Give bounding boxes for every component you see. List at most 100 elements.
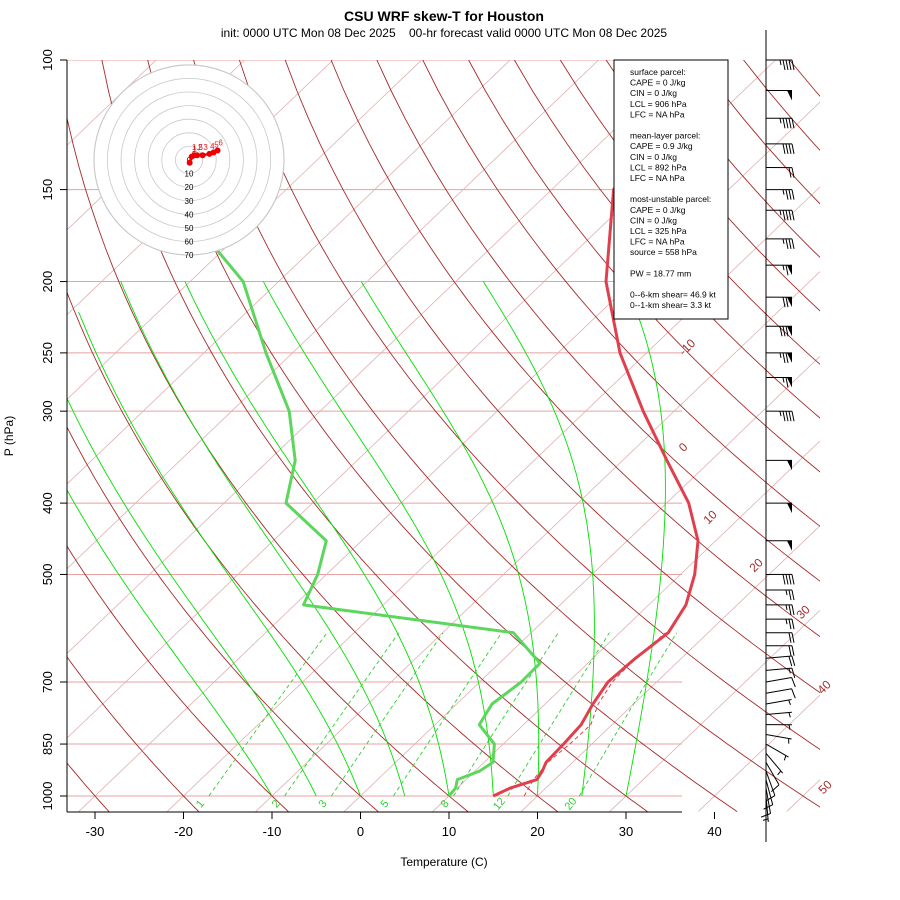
dry-adiabat-line <box>284 60 820 694</box>
wind-barb-flag <box>788 632 792 643</box>
wind-barb-half-flag <box>785 589 788 596</box>
wind-barb-flag <box>782 210 786 221</box>
moist-adiabat-line <box>67 489 273 797</box>
x-tick-label: 20 <box>530 824 544 839</box>
wind-barb-flag <box>785 210 789 221</box>
wind-barb-flag <box>788 411 792 422</box>
wind-barb-flag <box>788 604 792 616</box>
hodograph-point-label: 1 <box>192 145 197 154</box>
info-line: CIN = 0 J/kg <box>630 215 677 225</box>
dry-adiabat-line <box>238 60 820 751</box>
dry-adiabat-line <box>67 656 200 812</box>
isotherm-line <box>67 60 688 654</box>
wind-barb <box>765 573 795 585</box>
x-tick-label: 30 <box>619 824 633 839</box>
wind-barb <box>766 59 795 71</box>
moist-adiabat-line <box>67 397 317 797</box>
wind-barb-pennant <box>787 326 792 337</box>
isotherm-line <box>67 60 423 400</box>
y-tick-label: 200 <box>40 271 55 293</box>
x-tick-label: 40 <box>707 824 721 839</box>
isotherm-line <box>78 101 820 812</box>
mixing-ratio-line <box>453 632 559 797</box>
wind-barb-flag <box>788 589 792 601</box>
mixing-ratio-line <box>578 632 678 797</box>
wind-barb <box>765 89 793 101</box>
wind-barb-flag <box>791 688 796 699</box>
wind-barb-staff <box>765 688 792 694</box>
dry-adiabat-line <box>67 116 558 812</box>
hodograph-point-label: 2 <box>198 143 203 152</box>
y-tick-label: 400 <box>40 492 55 514</box>
wind-barb-flag <box>788 238 792 249</box>
isotherm-line <box>343 355 820 812</box>
moist-adiabat-line <box>184 281 450 797</box>
wind-barb <box>765 410 795 422</box>
wind-barb <box>765 589 795 601</box>
dry-adiabat-line <box>468 60 820 473</box>
hodograph-ring-label: 50 <box>185 224 194 233</box>
wind-barb <box>765 376 793 388</box>
wind-barb-half-flag <box>779 411 782 417</box>
wind-barb <box>765 618 795 630</box>
y-tick-label: 1000 <box>40 782 55 811</box>
wind-barb-flag <box>782 352 786 363</box>
wind-barb-flag <box>771 784 780 792</box>
wind-barb-staff <box>765 787 771 814</box>
dewpoint-trace <box>198 228 542 797</box>
wind-barb-flag <box>788 189 792 200</box>
wind-barb-half-flag <box>788 712 791 718</box>
wind-barb-flag <box>791 238 795 249</box>
x-tick-label: 10 <box>442 824 456 839</box>
wind-barb-flag <box>785 59 789 71</box>
isotherm-line <box>432 440 820 812</box>
wind-barb-flag <box>785 411 789 422</box>
dry-adiabat-line <box>330 60 820 638</box>
wind-barb <box>765 711 792 718</box>
info-line: LCL = 906 hPa <box>630 99 687 109</box>
hodograph-point-label: 5 <box>214 141 219 150</box>
hodograph-ring-label: 60 <box>185 238 194 247</box>
wind-barb <box>765 540 793 551</box>
dry-adiabat-line <box>193 60 820 808</box>
wind-barb-half-flag <box>782 377 785 383</box>
wind-barb-flag <box>791 143 795 154</box>
y-tick-label: 100 <box>40 49 55 71</box>
wind-barb-staff <box>765 770 776 796</box>
info-line: CAPE = 0 J/kg <box>630 78 686 88</box>
wind-barb-flag <box>788 619 792 630</box>
hodograph-ring <box>107 78 271 242</box>
wind-barb <box>765 667 796 679</box>
hodograph-ring <box>93 64 285 256</box>
wind-barb-pennant <box>787 352 792 363</box>
isotherm-line <box>255 271 820 812</box>
hodograph-ring-label: 70 <box>185 251 194 260</box>
wind-barb-staff <box>765 779 774 805</box>
hodograph-point-label: 6 <box>218 138 223 147</box>
info-line: source = 558 hPa <box>630 247 697 257</box>
mixing-ratio-line <box>331 632 444 797</box>
wind-barb-flag <box>791 667 796 679</box>
wind-barb-half-flag <box>782 238 785 244</box>
wind-barb-flag <box>785 189 789 200</box>
mixing-ratio-line <box>208 632 328 797</box>
info-line: LCL = 892 hPa <box>630 162 687 172</box>
isotherm-line <box>609 609 820 812</box>
wind-barb-flag <box>785 118 789 129</box>
hodograph-ring <box>120 91 258 229</box>
info-line: PW = 18.77 mm <box>630 268 691 278</box>
isotherm-line <box>67 60 511 485</box>
wind-barb-half-flag <box>779 59 782 66</box>
y-tick-label: 300 <box>40 400 55 422</box>
wind-barb-flag <box>785 143 789 154</box>
wind-barb-half-flag <box>779 352 782 358</box>
x-tick-label: -10 <box>263 824 282 839</box>
isotherm-line <box>67 60 600 570</box>
wind-barb-pennant <box>787 460 792 471</box>
wind-barb-flag <box>791 645 795 656</box>
info-line: CIN = 0 J/kg <box>630 88 677 98</box>
dry-adiabat-line <box>101 60 648 812</box>
x-tick-label: -30 <box>86 824 105 839</box>
wind-barb-flag <box>788 167 792 178</box>
